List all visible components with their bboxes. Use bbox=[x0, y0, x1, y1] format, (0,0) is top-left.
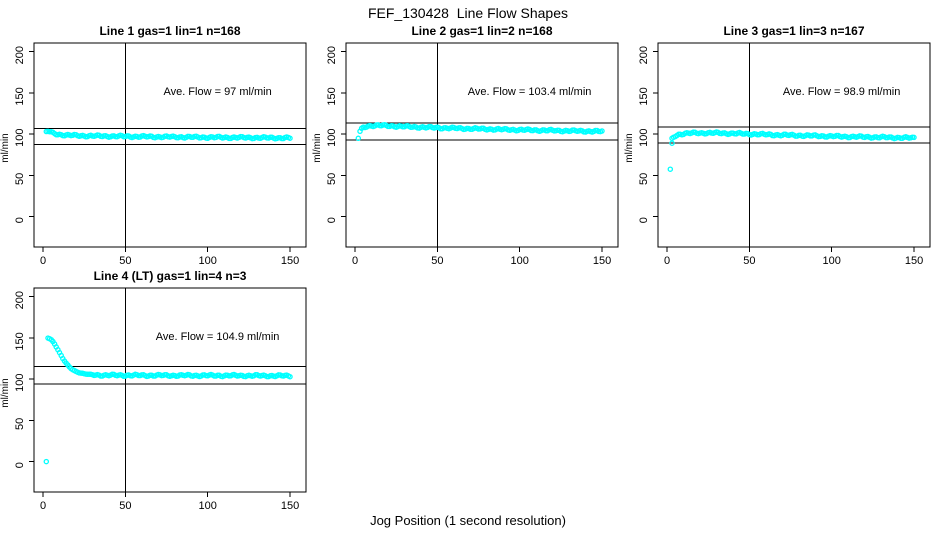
x-tick-label: 100 bbox=[199, 255, 217, 267]
y-tick-label: 0 bbox=[14, 217, 26, 223]
data-point bbox=[667, 166, 674, 172]
x-tick-label: 150 bbox=[593, 255, 611, 267]
x-axis-label: Jog Position (1 second resolution) bbox=[370, 513, 566, 528]
figure-title: FEF_130428 Line Flow Shapes bbox=[367, 5, 568, 21]
panel-title: Line 3 gas=1 lin=3 n=167 bbox=[723, 24, 864, 38]
data-series bbox=[43, 335, 293, 465]
plot-frame bbox=[33, 287, 307, 493]
x-tick-label: 150 bbox=[281, 255, 299, 267]
y-tick-label: 100 bbox=[14, 373, 26, 391]
ave-flow-annotation: Ave. Flow = 98.9 ml/min bbox=[783, 86, 900, 98]
data-series bbox=[667, 129, 917, 172]
data-point bbox=[355, 135, 362, 142]
panel-1: 0 50 100 150 0 50 100 150 200 ml/min Line 1 gas=1 … bbox=[0, 24, 307, 267]
data-point bbox=[669, 140, 675, 146]
x-tick-label: 50 bbox=[119, 500, 131, 512]
ave-flow-annotation: Ave. Flow = 104.9 ml/min bbox=[156, 331, 280, 343]
x-tick-label: 50 bbox=[431, 255, 443, 267]
x-tick-label: 50 bbox=[119, 255, 131, 267]
data-point bbox=[43, 458, 50, 465]
plot-frame bbox=[345, 42, 619, 248]
y-tick-label: 100 bbox=[638, 128, 650, 146]
x-tick-label: 150 bbox=[281, 500, 299, 512]
x-tick-label: 0 bbox=[352, 255, 358, 267]
y-tick-label: 50 bbox=[638, 173, 650, 185]
y-tick-label: 50 bbox=[14, 173, 26, 185]
x-tick-label: 0 bbox=[40, 255, 46, 267]
y-axis-label: ml/min bbox=[312, 133, 323, 162]
y-tick-label: 0 bbox=[14, 462, 26, 468]
panel-4: 0 50 100 150 0 50 100 150 200 ml/min Line 4 (LT) g… bbox=[0, 269, 307, 512]
panel-3: 0 50 100 150 0 50 100 150 200 ml/min Line 3 gas=1 … bbox=[624, 24, 931, 267]
plot-frame bbox=[33, 42, 307, 248]
y-tick-label: 200 bbox=[14, 46, 26, 64]
y-axis-label: ml/min bbox=[624, 133, 635, 162]
panel-title: Line 2 gas=1 lin=2 n=168 bbox=[411, 24, 552, 38]
panel-title: Line 4 (LT) gas=1 lin=4 n=3 bbox=[94, 269, 247, 283]
y-tick-label: 200 bbox=[326, 46, 338, 64]
y-tick-label: 100 bbox=[14, 128, 26, 146]
y-tick-label: 100 bbox=[326, 128, 338, 146]
ave-flow-annotation: Ave. Flow = 103.4 ml/min bbox=[468, 86, 592, 98]
x-tick-label: 100 bbox=[199, 500, 217, 512]
data-point bbox=[287, 373, 293, 380]
y-tick-label: 150 bbox=[14, 87, 26, 105]
y-tick-label: 200 bbox=[14, 291, 26, 309]
y-tick-label: 50 bbox=[326, 173, 338, 185]
y-axis-label: ml/min bbox=[0, 133, 11, 162]
data-point bbox=[599, 128, 605, 134]
panel-title: Line 1 gas=1 lin=1 n=168 bbox=[99, 24, 240, 38]
plot-frame bbox=[657, 42, 931, 248]
y-axis-label: ml/min bbox=[0, 378, 11, 407]
y-tick-label: 200 bbox=[638, 46, 650, 64]
ave-flow-annotation: Ave. Flow = 97 ml/min bbox=[163, 86, 271, 98]
y-tick-label: 50 bbox=[14, 418, 26, 430]
x-tick-label: 0 bbox=[664, 255, 670, 267]
data-series bbox=[43, 128, 293, 142]
y-tick-label: 150 bbox=[14, 332, 26, 350]
x-tick-label: 0 bbox=[40, 500, 46, 512]
y-tick-label: 0 bbox=[326, 217, 338, 223]
data-point bbox=[911, 134, 917, 141]
data-series bbox=[355, 121, 605, 142]
x-tick-label: 50 bbox=[743, 255, 755, 267]
data-point bbox=[287, 135, 293, 141]
y-tick-label: 150 bbox=[638, 87, 650, 105]
y-tick-label: 0 bbox=[638, 217, 650, 223]
x-tick-label: 100 bbox=[511, 255, 529, 267]
y-tick-label: 150 bbox=[326, 87, 338, 105]
panel-2: 0 50 100 150 0 50 100 150 200 ml/min Line 2 gas=1 … bbox=[312, 24, 619, 267]
x-tick-label: 150 bbox=[905, 255, 923, 267]
x-tick-label: 100 bbox=[823, 255, 841, 267]
